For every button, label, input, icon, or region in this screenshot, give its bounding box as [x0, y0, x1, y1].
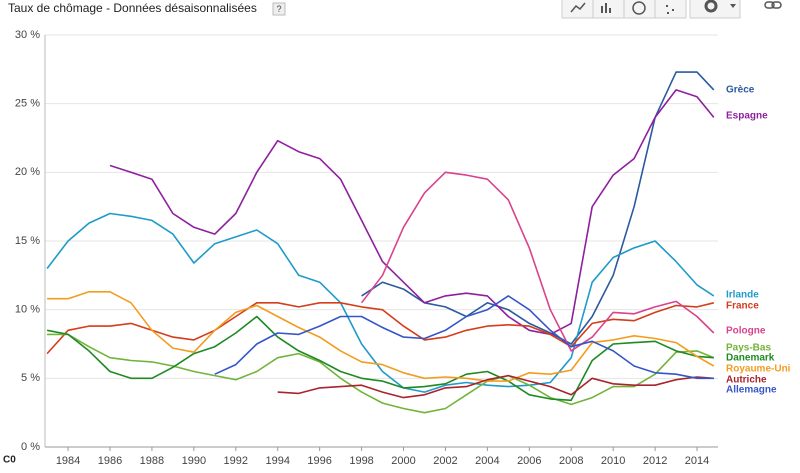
legend-label: Espagne [726, 111, 768, 122]
gear-icon[interactable] [704, 0, 718, 13]
chart-title: Taux de chômage - Données désaisonnalisé… [8, 1, 257, 15]
y-tick-label: 15 % [15, 235, 40, 247]
series-line [47, 333, 715, 414]
series-line [46, 302, 714, 355]
series-line [46, 212, 715, 393]
series-line [47, 291, 715, 382]
x-tick-label: 1998 [349, 455, 373, 467]
line-icon[interactable] [570, 2, 586, 13]
series-line [214, 295, 714, 380]
legend-label: Autriche [726, 375, 767, 386]
x-tick-label: 1986 [98, 455, 122, 467]
legend-label: Allemagne [726, 385, 777, 396]
series-line [46, 315, 714, 402]
legend-label: Pologne [726, 326, 766, 337]
x-tick-label: 2000 [391, 455, 415, 467]
series-line [360, 171, 715, 352]
scatter-icon[interactable] [666, 5, 674, 14]
map-icon[interactable] [632, 1, 646, 15]
y-tick-label: 5 % [21, 372, 40, 384]
x-tick-label: 1984 [56, 455, 80, 467]
link-icon[interactable] [771, 1, 782, 9]
y-tick-label: 20 % [15, 166, 40, 178]
series-line [277, 374, 714, 399]
x-tick-label: 2012 [643, 455, 667, 467]
legend-label: Grèce [726, 85, 755, 96]
toolbar [561, 0, 782, 19]
legend-label: Danemark [726, 353, 775, 364]
series-line [109, 89, 715, 336]
bar-icon[interactable] [601, 3, 611, 13]
x-tick-label: 1994 [265, 455, 289, 467]
x-tick-label: 2010 [601, 455, 625, 467]
x-tick-label: 2004 [475, 455, 499, 467]
x-tick-label: 1988 [140, 455, 164, 467]
y-tick-label: 25 % [15, 98, 40, 110]
x-tick-label: 2008 [559, 455, 583, 467]
x-tick-label: 2006 [517, 455, 541, 467]
legend-label: Pays-Bas [726, 343, 771, 354]
legend-label: Royaume-Uni [726, 364, 791, 375]
x-tick-label: 1992 [224, 455, 248, 467]
footer-label: C0 [3, 455, 16, 466]
dropdown-arrow[interactable] [730, 4, 736, 8]
series-line [361, 71, 715, 345]
legend-label: Irlande [726, 290, 759, 301]
y-tick-label: 30 % [15, 29, 40, 41]
help-text[interactable]: ? [276, 4, 281, 14]
help-button[interactable] [272, 2, 286, 16]
x-tick-label: 1990 [182, 455, 206, 467]
y-tick-label: 10 % [15, 304, 40, 316]
link-icon[interactable] [764, 1, 775, 9]
x-tick-label: 2002 [433, 455, 457, 467]
x-tick-label: 1996 [307, 455, 331, 467]
legend-label: France [726, 301, 759, 312]
y-tick-label: 0 % [21, 441, 40, 453]
x-tick-label: 2014 [685, 455, 709, 467]
